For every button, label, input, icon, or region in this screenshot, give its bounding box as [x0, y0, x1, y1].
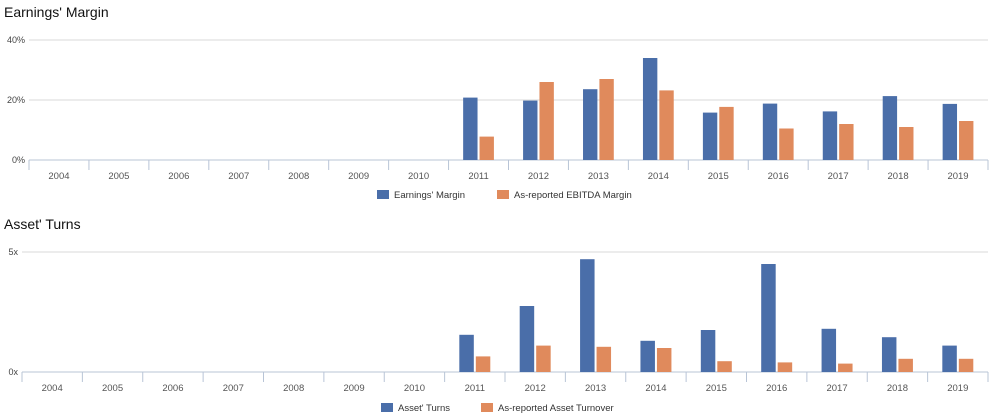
x-tick-label: 2016: [766, 383, 787, 394]
bar-secondary: [898, 358, 913, 372]
asset-turns-chart: 0x 5x 2004 2005 2006 2007 2008 2009 2010 2011 2012…: [8, 247, 989, 414]
x-tick-label: 2017: [828, 171, 849, 182]
bar-primary: [463, 97, 478, 160]
bar-secondary: [596, 346, 612, 372]
x-tick-label: 2005: [102, 383, 123, 394]
bar-primary: [822, 111, 838, 160]
legend-label: As-reported EBITDA Margin: [514, 190, 632, 201]
bar-primary: [942, 345, 957, 372]
bar-primary: [580, 259, 595, 372]
x-tick-label: 2009: [343, 383, 364, 394]
bar-primary: [642, 58, 658, 160]
x-tick-label: 2010: [404, 383, 425, 394]
x-tick-label: 2006: [168, 171, 189, 182]
bar-primary: [523, 100, 538, 160]
x-tick-label: 2017: [826, 383, 847, 394]
legend-swatch: [497, 190, 509, 199]
bar-secondary: [717, 361, 732, 372]
bar-primary: [702, 112, 718, 160]
x-tick-label: 2014: [648, 171, 669, 182]
bar-secondary: [958, 358, 974, 372]
bar-secondary: [719, 106, 734, 160]
bar-primary: [821, 328, 837, 372]
x-tick-label: 2019: [947, 383, 968, 394]
x-tick-label: 2007: [228, 171, 249, 182]
bar-primary: [459, 334, 474, 372]
x-tick-label: 2005: [108, 171, 129, 182]
bar-secondary: [656, 348, 672, 372]
bar-primary: [640, 340, 655, 372]
bar-secondary: [539, 82, 554, 160]
bar-secondary: [779, 128, 794, 160]
bar-secondary: [839, 124, 854, 160]
bar-secondary: [536, 345, 551, 372]
bar-secondary: [659, 90, 674, 160]
earnings-margin-chart: 0% 20% 40% 2004 2005 2006 2007 2008 2009 2010 2011…: [7, 35, 989, 201]
legend-label: As-reported Asset Turnover: [498, 403, 614, 414]
bar-secondary: [959, 121, 974, 160]
bar-primary: [519, 306, 535, 372]
bar-secondary: [777, 362, 793, 372]
legend-swatch: [381, 403, 393, 412]
x-tick-label: 2019: [947, 171, 968, 182]
x-tick-label: 2015: [708, 171, 729, 182]
y-tick-label: 20%: [7, 95, 25, 105]
bar-primary: [583, 89, 598, 160]
x-tick-label: 2016: [768, 171, 789, 182]
x-tick-label: 2006: [162, 383, 183, 394]
x-tick-label: 2007: [223, 383, 244, 394]
x-tick-label: 2008: [288, 171, 309, 182]
y-tick-label: 0x: [8, 367, 18, 377]
bar-primary: [942, 103, 958, 160]
bar-primary: [762, 103, 778, 160]
x-tick-label: 2015: [706, 383, 727, 394]
x-tick-label: 2008: [283, 383, 304, 394]
bar-primary: [882, 96, 898, 160]
bar-primary: [881, 337, 897, 372]
y-tick-label: 5x: [8, 247, 18, 257]
bar-secondary: [599, 79, 614, 160]
x-tick-label: 2013: [585, 383, 606, 394]
legend-swatch: [377, 190, 389, 199]
bar-secondary: [838, 363, 853, 372]
bar-secondary: [899, 127, 914, 160]
bar-primary: [700, 330, 716, 372]
legend-label: Asset' Turns: [398, 403, 450, 414]
x-tick-label: 2012: [528, 171, 549, 182]
x-tick-label: 2018: [887, 383, 908, 394]
y-tick-label: 0%: [12, 155, 25, 165]
x-tick-label: 2004: [42, 383, 63, 394]
legend-swatch: [481, 403, 493, 412]
bar-primary: [761, 264, 776, 372]
legend-label: Earnings' Margin: [394, 190, 465, 201]
x-tick-label: 2012: [525, 383, 546, 394]
x-tick-label: 2014: [645, 383, 666, 394]
x-tick-label: 2010: [408, 171, 429, 182]
asset-turns-title: Asset' Turns: [4, 216, 81, 232]
x-tick-label: 2011: [465, 383, 485, 394]
x-tick-label: 2011: [468, 171, 488, 182]
earnings-margin-title: Earnings' Margin: [4, 4, 109, 20]
bar-secondary: [479, 136, 494, 160]
x-tick-label: 2013: [588, 171, 609, 182]
x-tick-label: 2004: [48, 171, 69, 182]
x-tick-label: 2009: [348, 171, 369, 182]
bar-secondary: [475, 356, 491, 372]
x-tick-label: 2018: [888, 171, 909, 182]
y-tick-label: 40%: [7, 35, 25, 45]
